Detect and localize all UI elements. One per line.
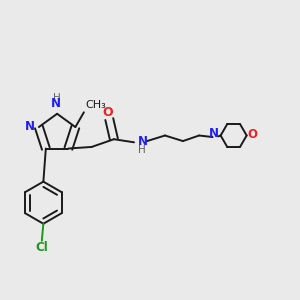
Text: O: O <box>102 106 113 119</box>
Text: N: N <box>138 135 148 148</box>
Text: Cl: Cl <box>35 241 48 254</box>
Text: N: N <box>25 120 35 133</box>
Text: N: N <box>209 127 219 140</box>
Text: H: H <box>53 93 61 103</box>
Text: H: H <box>138 146 146 155</box>
Text: CH₃: CH₃ <box>85 100 106 110</box>
Text: N: N <box>51 97 61 110</box>
Text: O: O <box>248 128 258 141</box>
